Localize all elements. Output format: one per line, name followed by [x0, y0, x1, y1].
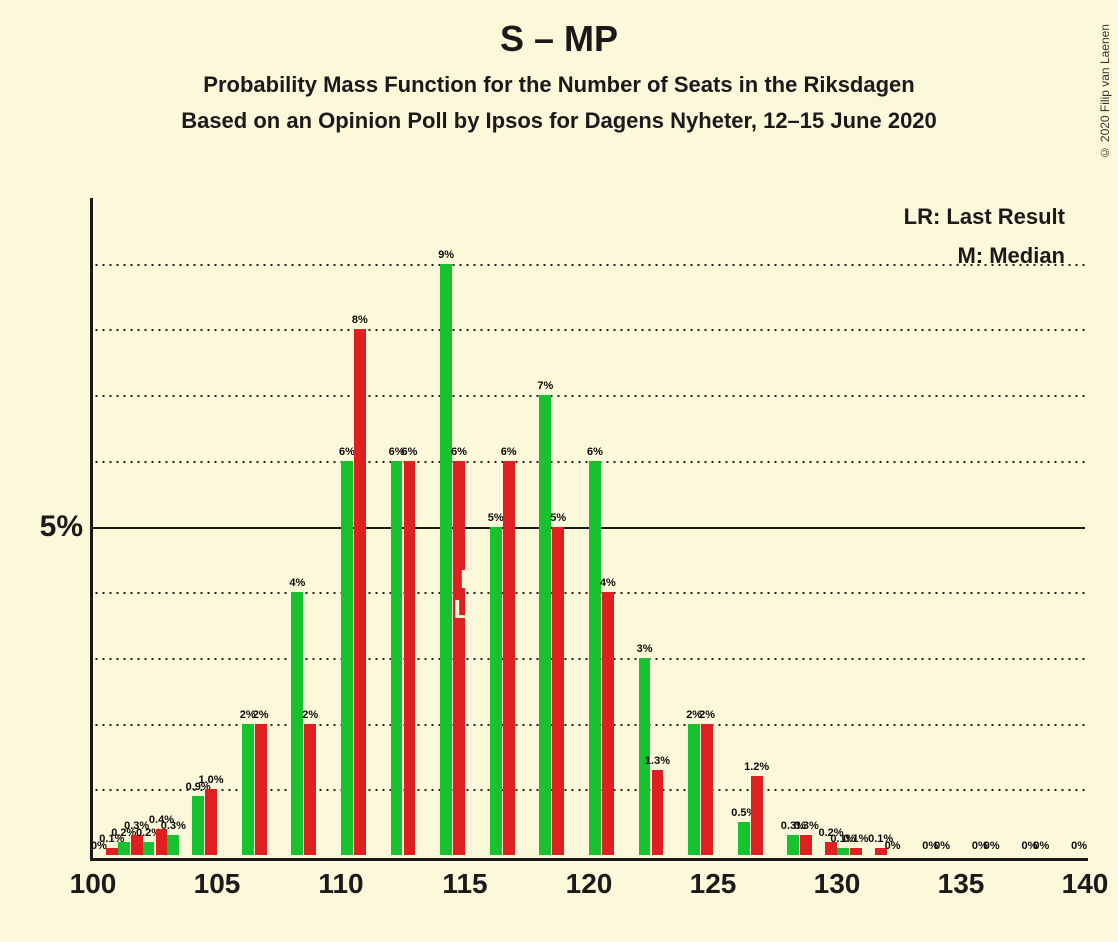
main-title: S – MP	[0, 18, 1118, 60]
bar-green	[539, 395, 551, 855]
bar-red	[304, 724, 316, 855]
bar-red	[205, 789, 217, 855]
x-tick: 125	[690, 868, 737, 900]
bar-label-red: 0.3%	[794, 820, 819, 832]
y-axis-label: 5%	[40, 510, 83, 544]
bar-green	[391, 461, 403, 855]
bar-green	[192, 796, 204, 855]
median-m: M	[460, 564, 482, 594]
bar-green	[167, 835, 179, 855]
bar-red	[404, 461, 416, 855]
bar-label-green: 6%	[339, 446, 355, 458]
bar-green	[242, 724, 254, 855]
bar-label-green: 7%	[537, 380, 553, 392]
bar-label-green: 0%	[885, 840, 901, 852]
bar-label-green: 9%	[438, 249, 454, 261]
bars-container: 0%0.1%0.2%0.3%0.2%0.4%0.3%0.9%1.0%2%2%4%…	[93, 198, 1085, 855]
bar-red	[800, 835, 812, 855]
bar-label-red: 1.0%	[199, 774, 224, 786]
bar-red	[751, 776, 763, 855]
bar-label-green: 3%	[637, 643, 653, 655]
bar-green	[440, 264, 452, 855]
x-tick: 110	[318, 868, 363, 900]
bar-label-red: 6%	[451, 446, 467, 458]
bar-green	[837, 848, 849, 855]
bar-green	[341, 461, 353, 855]
bar-red	[354, 329, 366, 855]
bar-green	[589, 461, 601, 855]
bar-green	[490, 527, 502, 856]
bar-green	[143, 842, 155, 855]
bar-label-green: 6%	[587, 446, 603, 458]
bar-green	[787, 835, 799, 855]
bar-green	[118, 842, 130, 855]
bar-red	[552, 527, 564, 856]
bar-label-red: 1.2%	[744, 761, 769, 773]
x-tick: 140	[1062, 868, 1109, 900]
median-lr: LR	[454, 594, 489, 624]
subtitle-2: Based on an Opinion Poll by Ipsos for Da…	[0, 108, 1118, 134]
bar-red	[850, 848, 862, 855]
bar-label-red: 2%	[302, 709, 318, 721]
bar-label-red: 1.3%	[645, 755, 670, 767]
bar-label-green: 0%	[1033, 840, 1049, 852]
bar-label-red: 0%	[1071, 840, 1087, 852]
bar-label-red: 6%	[401, 446, 417, 458]
x-tick: 135	[938, 868, 985, 900]
bar-red	[255, 724, 267, 855]
x-tick: 130	[814, 868, 861, 900]
bar-label-red: 8%	[352, 314, 368, 326]
x-axis-line	[90, 858, 1088, 861]
x-tick: 105	[194, 868, 241, 900]
x-tick: 100	[70, 868, 117, 900]
bar-red	[652, 770, 664, 855]
x-tick: 115	[442, 868, 487, 900]
bar-label-red: 6%	[501, 446, 517, 458]
bar-label-green: 0%	[984, 840, 1000, 852]
bar-green	[291, 592, 303, 855]
subtitle-1: Probability Mass Function for the Number…	[0, 72, 1118, 98]
bar-red	[701, 724, 713, 855]
copyright-text: © 2020 Filip van Laenen	[1098, 24, 1112, 159]
chart-area: LR: Last Result M: Median 0%0.1%0.2%0.3%…	[90, 198, 1085, 858]
bar-label-green: 4%	[289, 577, 305, 589]
bar-red	[503, 461, 515, 855]
bar-red	[106, 848, 118, 855]
bar-label-red: 2%	[699, 709, 715, 721]
bar-label-red: 0.1%	[843, 833, 868, 845]
bar-green	[738, 822, 750, 855]
bar-label-red: 5%	[550, 512, 566, 524]
x-tick: 120	[566, 868, 613, 900]
bar-red	[453, 461, 465, 855]
bar-label-red: 4%	[600, 577, 616, 589]
bar-label-green: 5%	[488, 512, 504, 524]
bar-label-green: 0%	[934, 840, 950, 852]
bar-label-red: 2%	[253, 709, 269, 721]
bar-label-green: 0.3%	[161, 820, 186, 832]
bar-red	[602, 592, 614, 855]
bar-green	[688, 724, 700, 855]
median-marker: M LR	[454, 565, 489, 625]
bar-red	[156, 829, 168, 855]
